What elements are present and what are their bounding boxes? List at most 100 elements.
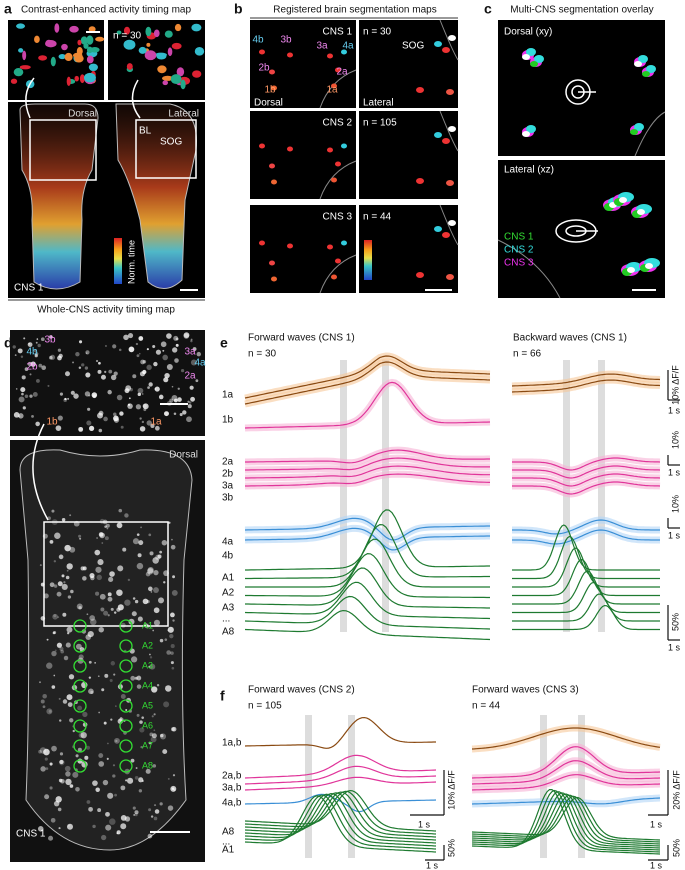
speckle (130, 675, 136, 681)
label: 10% ΔF/F (670, 365, 680, 405)
segment-blob (331, 177, 337, 183)
trace (512, 457, 661, 471)
speckle (150, 815, 154, 818)
segment-blob (171, 42, 182, 50)
speckle (50, 336, 53, 339)
speckle (145, 768, 151, 774)
speckle (145, 571, 151, 577)
label: CNS 1 (14, 283, 44, 294)
speckle (69, 514, 72, 517)
segment-blob (416, 272, 424, 278)
speckle (36, 378, 40, 383)
trace (244, 789, 437, 832)
speckle (147, 568, 154, 575)
speckle (39, 747, 47, 754)
label: 2b (258, 63, 270, 74)
trace (471, 760, 661, 785)
segment-roi (73, 699, 87, 713)
speckle (167, 626, 174, 633)
speckle (73, 393, 79, 399)
event-marker (340, 360, 347, 632)
speckle (37, 825, 44, 832)
trace (511, 379, 661, 393)
row-label: 2b (222, 469, 234, 480)
speckle (153, 569, 159, 576)
speckle (141, 420, 145, 424)
speckle (85, 352, 88, 354)
cns-outline (19, 449, 193, 851)
speckle (113, 371, 118, 376)
speckle (100, 607, 105, 612)
label: n = 44 (363, 212, 392, 223)
speckle (78, 732, 85, 738)
row-label: A8 (222, 827, 235, 838)
speckle (88, 806, 93, 812)
image-panel (498, 160, 665, 298)
label: n = 105 (363, 118, 397, 129)
trace (512, 604, 660, 631)
speckle (149, 732, 154, 737)
trace (244, 609, 491, 641)
speckle (39, 564, 42, 567)
speckle (46, 638, 49, 641)
speckle (110, 374, 117, 381)
label: 10% ΔF/F (446, 770, 456, 810)
speckle (180, 369, 185, 373)
speckle (128, 346, 135, 353)
label: 4b (26, 347, 38, 358)
trace (471, 746, 661, 779)
speckle (64, 371, 70, 377)
speckle (69, 546, 76, 553)
speckle (175, 343, 179, 347)
speckle (51, 650, 57, 657)
speckle (78, 340, 83, 344)
speckle (42, 693, 47, 699)
speckle (136, 533, 140, 536)
speckle (118, 348, 122, 352)
speckle (171, 787, 175, 790)
trace (512, 519, 660, 535)
speckle (107, 792, 114, 799)
speckle (106, 527, 109, 530)
segment-blob (66, 76, 71, 87)
label: n = 30 (113, 31, 142, 42)
speckle (56, 591, 62, 597)
segment-roi (119, 619, 133, 633)
speckle (160, 341, 167, 348)
speckle (89, 618, 97, 626)
speckle (20, 355, 24, 358)
speckle (115, 705, 117, 707)
speckle (49, 762, 53, 766)
speckle (85, 372, 91, 378)
segment-blob (287, 52, 293, 58)
speckle (55, 425, 62, 431)
speckle (53, 584, 58, 588)
speckle (128, 618, 135, 625)
segment-blob (192, 70, 202, 78)
speckle (57, 581, 63, 587)
speckle (62, 699, 68, 704)
speckle (182, 410, 187, 415)
speckle (149, 663, 156, 670)
speckle (78, 426, 84, 432)
speckle (174, 358, 179, 363)
speckle (97, 369, 102, 374)
speckle (177, 387, 180, 390)
speckle (104, 370, 107, 374)
speckle (89, 572, 95, 579)
speckle (141, 780, 144, 782)
speckle (89, 615, 96, 621)
speckle (113, 611, 117, 614)
label: 2b (26, 362, 38, 373)
segment-blob (74, 75, 79, 82)
speckle (154, 386, 160, 392)
speckle (120, 622, 126, 628)
segment-blob (83, 72, 96, 83)
trace (244, 517, 490, 541)
segment-blob (34, 35, 40, 44)
speckle (113, 412, 117, 416)
speckle (44, 757, 48, 761)
speckle (87, 407, 91, 411)
speckle (46, 662, 53, 669)
